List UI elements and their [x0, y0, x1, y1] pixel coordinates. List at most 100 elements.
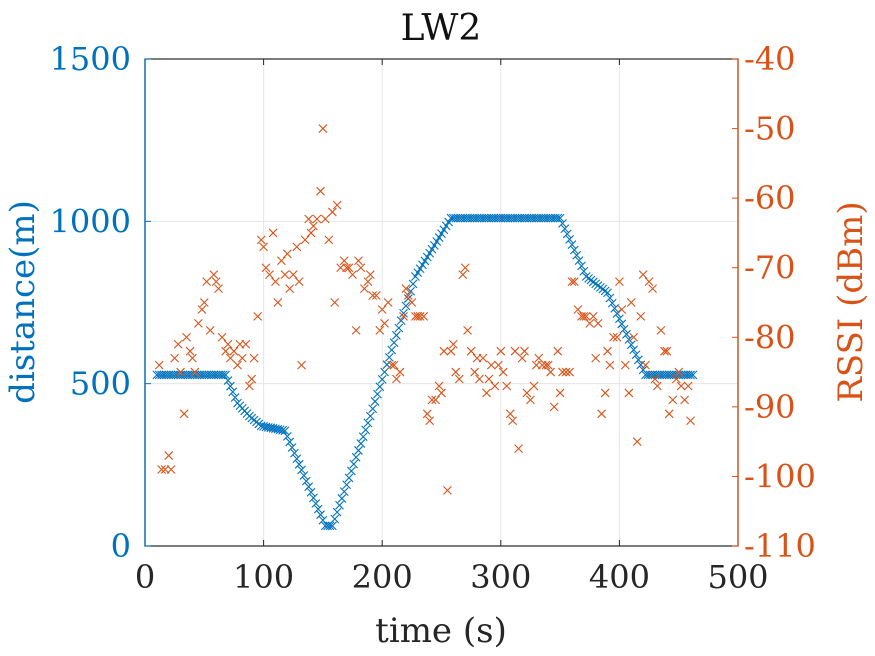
rssi-point [318, 124, 328, 133]
distance-point [316, 510, 325, 520]
rssi-point [197, 305, 207, 314]
x-tick-label: 300 [470, 558, 531, 596]
distance-point [292, 454, 302, 464]
distance-point [311, 499, 321, 508]
distance-point [441, 221, 451, 231]
rssi-point [656, 325, 666, 335]
rssi-point [597, 409, 606, 419]
rssi-point [636, 312, 646, 321]
rssi-point [297, 360, 306, 370]
distance-point [579, 266, 589, 276]
rssi-point [351, 325, 361, 335]
rssi-point [446, 346, 456, 356]
rssi-point [190, 367, 200, 377]
distance-point [567, 240, 577, 250]
distance-point [363, 418, 373, 428]
rssi-point [205, 325, 215, 335]
x-tick-label: 400 [589, 558, 650, 596]
distance-series [152, 213, 698, 531]
y-tick-label: 0 [111, 527, 131, 565]
rssi-point [182, 332, 191, 342]
rssi-point [470, 367, 480, 377]
rssi-point [237, 353, 247, 363]
rssi-point [579, 312, 589, 321]
rssi-point [478, 353, 488, 363]
rssi-point [179, 409, 189, 419]
distance-point [228, 387, 238, 397]
rssi-point [475, 374, 484, 384]
rssi-point [354, 256, 363, 266]
rssi-point [520, 346, 529, 356]
rssi-point [612, 332, 622, 342]
distance-point [325, 521, 335, 531]
rssi-point [407, 298, 417, 307]
distance-point [313, 504, 323, 514]
x-tick-label: 200 [352, 558, 413, 596]
rssi-point [368, 291, 378, 300]
rssi-point [280, 270, 290, 280]
distance-point [370, 397, 380, 406]
rssi-point [526, 395, 535, 405]
rssi-point [375, 325, 385, 335]
distance-point [626, 340, 636, 350]
rssi-point [437, 388, 446, 398]
y2-tick-label: -50 [744, 110, 796, 148]
rssi-point [309, 221, 318, 231]
rssi-point [383, 298, 393, 307]
rssi-point [330, 298, 340, 307]
y-tick-label: 500 [70, 365, 131, 403]
rssi-point [217, 332, 227, 342]
rssi-point [546, 367, 556, 377]
distance-point [349, 459, 359, 469]
distance-point [375, 382, 385, 392]
distance-point [290, 448, 299, 458]
distance-point [387, 345, 397, 355]
distance-point [368, 404, 378, 414]
distance-point [318, 515, 328, 525]
rssi-point [458, 270, 468, 280]
rssi-point [173, 339, 183, 349]
distance-point [285, 437, 295, 447]
rssi-point [233, 360, 242, 370]
distance-point [408, 279, 418, 289]
rssi-point [214, 284, 223, 293]
rssi-point [555, 388, 565, 398]
distance-point [577, 261, 586, 271]
distance-point [280, 426, 290, 436]
rssi-point [490, 381, 500, 391]
rssi-point [629, 332, 639, 342]
rssi-point [199, 298, 209, 307]
distance-point [344, 473, 354, 483]
rssi-point [674, 367, 684, 377]
x-tick-label: 500 [707, 558, 768, 596]
rssi-point [348, 270, 357, 280]
rssi-point [593, 318, 603, 328]
rssi-series [154, 124, 695, 495]
distance-point [354, 446, 363, 455]
rssi-point [285, 284, 295, 293]
rssi-point [209, 270, 219, 280]
distance-point [335, 500, 344, 510]
rssi-point [365, 270, 375, 280]
rssi-point [609, 332, 618, 342]
distance-point [301, 476, 311, 486]
rssi-point [277, 256, 286, 266]
rssi-point [300, 235, 310, 245]
rssi-point [482, 388, 491, 398]
rssi-point [668, 395, 678, 405]
rssi-point [454, 374, 464, 384]
y2-tick-label: -110 [744, 527, 816, 565]
y-tick-label: 1500 [50, 40, 131, 78]
rssi-point [617, 305, 627, 314]
rssi-point [392, 374, 401, 384]
y-tick-label: 1000 [50, 202, 131, 240]
distance-point [399, 308, 408, 318]
rssi-point [443, 485, 452, 495]
rssi-point [565, 367, 574, 377]
distance-point [392, 330, 401, 340]
distance-point [429, 240, 439, 250]
rssi-point [600, 388, 610, 398]
distance-point [617, 319, 627, 329]
distance-point [223, 376, 233, 385]
